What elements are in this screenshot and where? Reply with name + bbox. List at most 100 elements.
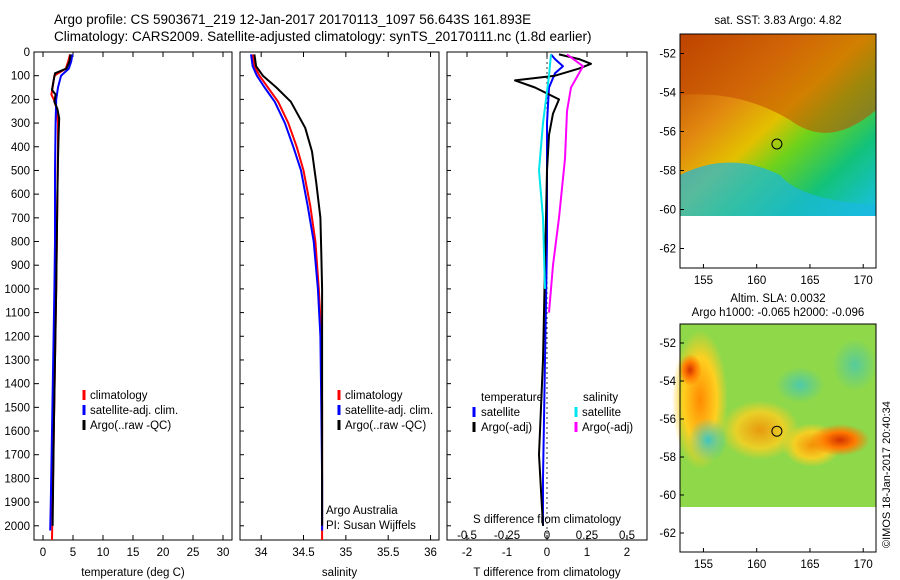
difference-sal-tick-label: 0.25: [576, 530, 598, 542]
difference-legend-label: satellite: [481, 407, 520, 419]
sla-map-peak-east: [810, 424, 870, 456]
temperature-legend-label: climatology: [90, 390, 148, 402]
difference-legend-title-temperature: temperature: [481, 392, 543, 404]
sst-argo-marker: [771, 138, 783, 150]
salinity-profile-xtick-label: 34.5: [292, 547, 314, 559]
sla-map-xtick-label: 155: [694, 559, 713, 571]
temperature-profile-xtick-label: 0: [40, 547, 46, 559]
temperature-legend-label: Argo(..raw -QC): [90, 420, 171, 432]
temperature-legend-label: satellite-adj. clim.: [90, 405, 178, 417]
series-argo-raw-qc-: [51, 54, 72, 526]
sla-map-ytick-label: -54: [659, 376, 676, 388]
sla-map-xtick-label: 165: [800, 559, 819, 571]
sst-map-title: sat. SST: 3.83 Argo: 4.82: [714, 15, 841, 27]
sst-map-ytick-label: -52: [659, 49, 676, 61]
temperature-profile-xtick-label: 30: [217, 547, 230, 559]
series-satellite-adj-clim-: [250, 54, 324, 531]
difference-from-climatology-xtick-label: 0: [544, 547, 550, 559]
salinity-profile-frame: [239, 51, 440, 541]
difference-sal-tick-label: -0.5: [457, 530, 477, 542]
series-salinity-satellite: [538, 54, 552, 289]
temperature-profile-ytick-label: 0: [24, 47, 30, 59]
difference-from-climatology-xlabel: T difference from climatology: [473, 567, 620, 579]
difference-sal-tick-label: 0: [544, 530, 550, 542]
temperature-profile-ytick-label: 1400: [4, 379, 30, 391]
temperature-profile-ytick-label: 300: [11, 118, 30, 130]
sst-map-ytick-label: -54: [659, 88, 676, 100]
temperature-profile-ytick-label: 800: [11, 237, 30, 249]
series-argo-raw-qc-: [253, 54, 324, 526]
series-salinity-argo-adj-: [548, 53, 584, 313]
temperature-profile-xlabel: temperature (deg C): [81, 567, 185, 579]
difference-from-climatology-xtick-label: 2: [624, 547, 630, 559]
series-temperature-satellite: [542, 53, 564, 526]
temperature-profile-ytick-label: 1100: [5, 308, 30, 320]
temperature-profile-ytick-label: 2000: [4, 521, 30, 533]
sla-map-xtick-label: 170: [854, 559, 873, 571]
sla-map-high-centre: [720, 400, 800, 460]
salinity-profile-xtick-label: 34: [255, 547, 268, 559]
temperature-profile-ytick-label: 1800: [4, 473, 30, 485]
temperature-profile-ytick-label: 1000: [4, 284, 30, 296]
difference-legend-title-salinity: salinity: [583, 392, 618, 404]
temperature-profile-xtick-label: 10: [97, 547, 110, 559]
sla-map-title: Altim. SLA: 0.0032: [730, 293, 825, 305]
temperature-profile-ytick-label: 100: [11, 71, 30, 83]
sst-map-panel: sat. SST: 3.83 Argo: 4.82 155 160 165 170 -5…: [659, 15, 877, 287]
temperature-profile-ytick-label: 1300: [4, 355, 30, 367]
sla-argo-marker: [771, 425, 783, 437]
temperature-profile-xtick-label: 15: [127, 547, 140, 559]
difference-from-climatology-xtick-label: -2: [462, 547, 472, 559]
header-line-1: Argo profile: CS 5903671_219 12-Jan-2017…: [54, 12, 531, 27]
header-line-2: Climatology: CARS2009. Satellite-adjuste…: [54, 29, 592, 44]
difference-legend-label: Argo(-adj): [481, 422, 532, 434]
sla-map-peak-west: [678, 354, 702, 386]
temperature-profile-ytick-label: 400: [11, 142, 30, 154]
salinity-profile-xtick-label: 35: [339, 547, 352, 559]
sst-map-ytick-label: -60: [659, 205, 676, 217]
sst-map-warm-region: [680, 34, 876, 133]
sst-map-cold-region: [680, 162, 876, 216]
sst-map-ytick-label: -56: [659, 127, 676, 139]
temperature-profile-ytick-label: 1600: [4, 426, 30, 438]
sla-map-ytick-label: -52: [659, 338, 676, 350]
salinity-legend-label: Argo(..raw -QC): [345, 420, 426, 432]
sla-map-ytick-label: -56: [659, 414, 676, 426]
temperature-profile-ytick-label: 700: [11, 213, 30, 225]
salinity-annotation-line-1: Argo Australia: [326, 505, 398, 517]
series-temperature-argo-adj-: [514, 53, 592, 526]
imos-credit: ©IMOS 18-Jan-2017 20:40:34: [881, 401, 893, 548]
sst-map-xtick-label: 160: [747, 275, 766, 287]
difference-from-climatology-xtick-label: 1: [584, 547, 590, 559]
sla-map-ytick-label: -60: [659, 490, 676, 502]
series-satellite-adj-clim-: [49, 54, 74, 531]
sst-map-ytick-label: -62: [659, 244, 676, 256]
temperature-profile-ytick-label: 600: [11, 189, 30, 201]
temperature-profile-ytick-label: 1200: [4, 331, 30, 343]
temperature-profile-ytick-label: 200: [11, 94, 30, 106]
difference-from-climatology-xtick-label: -1: [502, 547, 512, 559]
temperature-profile-xtick-label: 20: [157, 547, 170, 559]
sla-map-ytick-label: -62: [659, 528, 676, 540]
salinity-legend-label: climatology: [345, 390, 403, 402]
salinity-profile-xlabel: salinity: [322, 567, 357, 579]
sla-map-panel: Altim. SLA: 0.0032 Argo h1000: -0.065 h2…: [659, 293, 877, 571]
salinity-profile-xtick-label: 36: [424, 547, 437, 559]
sst-map-xtick-label: 170: [854, 275, 873, 287]
sla-map-ytick-label: -58: [659, 452, 676, 464]
temperature-profile-frame: [33, 51, 233, 541]
salinity-panel: 34 34.5 35 35.5 36 salinity climatology satelli…: [239, 51, 440, 579]
difference-sal-tick-label: 0.5: [619, 530, 635, 542]
difference-panel: -2 -1 0 1 2 T difference from climatology S di…: [446, 51, 648, 579]
temperature-profile-ytick-label: 1700: [4, 450, 30, 462]
salinity-profile-xtick-label: 35.5: [377, 547, 399, 559]
temperature-panel: 0 5 10 15 20 25 300100200300400500600700800900…: [4, 47, 233, 579]
difference-legend-label: Argo(-adj): [582, 422, 633, 434]
salinity-annotation-line-2: PI: Susan Wijffels: [326, 520, 416, 532]
temperature-profile-xtick-label: 25: [187, 547, 200, 559]
sst-map-xtick-label: 155: [694, 275, 713, 287]
sla-map-axes: 155 160 165 170 -52 -54 -56 -58 -60 -62: [659, 338, 872, 571]
sst-map-frame: [679, 33, 877, 269]
sla-map-low-west: [688, 418, 728, 462]
